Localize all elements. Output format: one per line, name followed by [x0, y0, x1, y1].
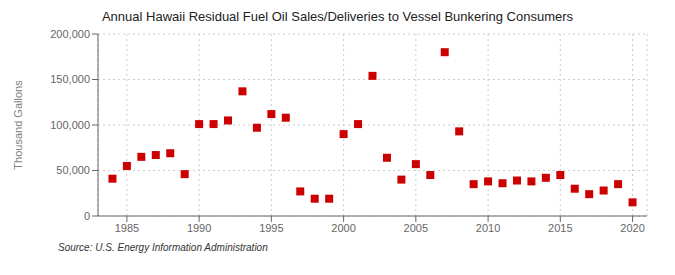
html-text:Annual Hawaii Residual Fuel Oi: Annual Hawaii Residual Fuel Oil Sales/De… [101, 9, 574, 24]
svg-text:2020: 2020 [620, 222, 644, 234]
html-text:Source: U.S. Energy Informatio: Source: U.S. Energy Information Administ… [58, 242, 268, 253]
svg-text:Thousand Gallons: Thousand Gallons [12, 80, 24, 170]
svg-text:2000: 2000 [331, 222, 355, 234]
svg-text:50,000: 50,000 [56, 164, 90, 176]
svg-text:1995: 1995 [259, 222, 283, 234]
svg-text:2010: 2010 [476, 222, 500, 234]
svg-text:2015: 2015 [548, 222, 572, 234]
svg-text:1985: 1985 [115, 222, 139, 234]
svg-text:2005: 2005 [404, 222, 428, 234]
svg-text:200,000: 200,000 [50, 28, 90, 40]
svg-text:0: 0 [84, 210, 90, 222]
svg-text:1990: 1990 [187, 222, 211, 234]
svg-text:150,000: 150,000 [50, 73, 90, 85]
svg-text:100,000: 100,000 [50, 119, 90, 131]
